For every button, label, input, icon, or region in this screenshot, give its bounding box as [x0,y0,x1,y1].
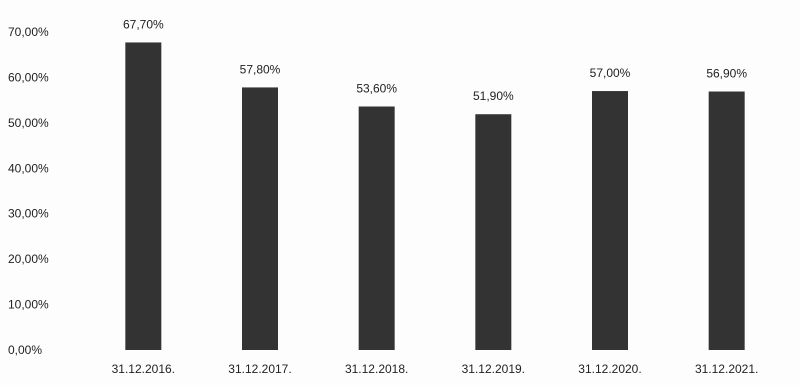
x-tick-label: 31.12.2020. [578,362,641,376]
data-labels: 67,70% 57,80% 53,60% 51,90% 57,00% 56,90% [123,17,747,103]
x-tick-label: 31.12.2021. [695,362,758,376]
bar [708,91,745,351]
data-label: 67,70% [123,17,164,31]
y-tick-label: 30,00% [8,207,49,221]
y-axis-ticks: 0,00% 10,00% 20,00% 30,00% 40,00% 50,00% 60,00… [8,25,49,357]
bar [358,106,395,350]
bars [125,42,745,351]
x-tick-label: 31.12.2018. [345,362,408,376]
y-tick-label: 0,00% [8,343,42,357]
data-label: 57,00% [590,66,631,80]
bar [242,87,278,351]
y-tick-label: 50,00% [8,116,49,130]
bar [125,42,162,350]
y-tick-label: 40,00% [8,161,49,175]
x-tick-label: 31.12.2017. [228,362,291,376]
y-tick-label: 60,00% [8,70,49,84]
bar [475,114,512,351]
data-label: 57,80% [240,62,281,76]
x-axis-ticks: 31.12.2016. 31.12.2017. 31.12.2018. 31.12.2… [112,362,759,376]
y-tick-label: 10,00% [8,298,49,312]
data-label: 51,90% [473,89,514,103]
y-tick-label: 70,00% [8,25,49,39]
x-tick-label: 31.12.2016. [112,362,175,376]
x-tick-label: 31.12.2019. [462,362,525,376]
data-label: 53,60% [356,82,397,96]
y-tick-label: 20,00% [8,252,49,266]
bar [592,91,628,351]
data-label: 56,90% [706,67,747,81]
